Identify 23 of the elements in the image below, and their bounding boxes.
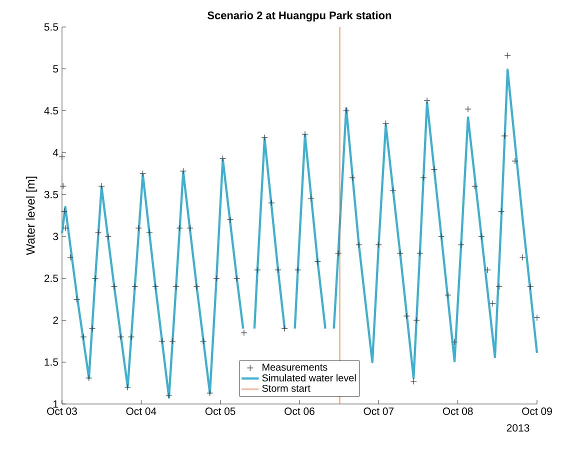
y-tick-label: 2.5 <box>44 274 58 282</box>
legend-label: Measurements <box>262 364 328 371</box>
y-tick-label: 2 <box>53 316 58 324</box>
legend-label: Simulated water level <box>262 374 356 382</box>
y-tick-label: 1.5 <box>44 358 58 366</box>
y-tick-label: 1 <box>53 400 58 408</box>
y-tick-label: 5.5 <box>44 23 58 31</box>
text: 2013 <box>506 424 530 432</box>
ref-line-label: Storm start <box>262 384 310 392</box>
y-tick-label: 3.5 <box>44 190 58 198</box>
y-axis-title: Water level [m] <box>26 176 38 256</box>
y-tick-label: 4.5 <box>44 107 58 114</box>
x-tick-label: Oct 08 <box>442 408 473 415</box>
x-tick-label: Oct 03 <box>47 408 77 415</box>
x-tick-label: Oct 09 <box>522 408 552 415</box>
x-tick-label: Oct 05 <box>205 408 236 415</box>
y-tick-label: 3 <box>53 232 58 240</box>
chart-title: Scenario 2 at Huangpu Park station <box>208 11 392 22</box>
y-tick-label: 4 <box>52 149 58 156</box>
y-tick-label: 5 <box>53 65 58 73</box>
x-tick-label: Oct 06 <box>284 408 314 415</box>
x-tick-label: Oct 07 <box>364 408 394 415</box>
x-tick-label: Oct 04 <box>126 408 156 415</box>
